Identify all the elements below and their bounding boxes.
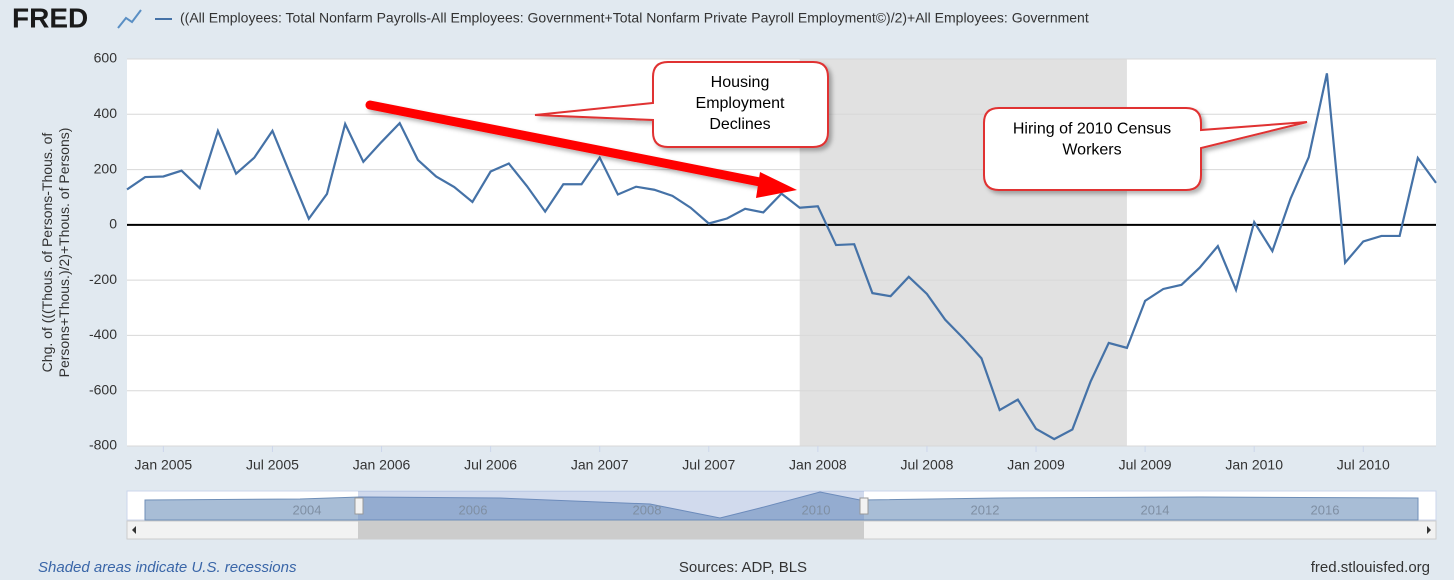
callout bbox=[534, 61, 829, 148]
x-tick-label: Jan 2006 bbox=[353, 457, 411, 473]
x-tick-label: Jul 2007 bbox=[682, 457, 735, 473]
annotation-text: Hiring of 2010 Census bbox=[1013, 121, 1171, 138]
footer-site: fred.stlouisfed.org bbox=[1311, 559, 1430, 576]
y-tick-label: -600 bbox=[89, 381, 117, 397]
callout bbox=[983, 107, 1308, 191]
navigator-label: 2006 bbox=[459, 502, 488, 517]
navigator-series bbox=[144, 491, 1419, 521]
navigator-label: 2014 bbox=[1141, 502, 1170, 517]
x-tick-label: Jul 2009 bbox=[1119, 457, 1172, 473]
x-tick-label: Jan 2010 bbox=[1225, 457, 1283, 473]
series-line bbox=[126, 73, 1437, 441]
annotation-text: Declines bbox=[709, 116, 770, 133]
annotation-text: Housing bbox=[711, 74, 770, 91]
navigator-label: 2016 bbox=[1311, 502, 1340, 517]
navigator-handle[interactable] bbox=[354, 497, 364, 515]
annotation-text: Employment bbox=[696, 95, 785, 112]
x-tick-label: Jan 2007 bbox=[571, 457, 629, 473]
logo: FRED bbox=[12, 2, 88, 33]
y-tick-label: -400 bbox=[89, 326, 117, 342]
y-tick-label: -800 bbox=[89, 437, 117, 453]
logo-icon bbox=[117, 9, 142, 29]
x-tick-label: Jan 2005 bbox=[135, 457, 193, 473]
y-axis-label-line: Persons+Thous.)/2)+Thous. of Persons) bbox=[56, 128, 72, 378]
x-tick-label: Jul 2008 bbox=[900, 457, 953, 473]
y-axis-label-line: Chg. of (((Thous. of Persons-Thous. of bbox=[39, 133, 55, 373]
navigator-label: 2012 bbox=[971, 502, 1000, 517]
navigator-handle[interactable] bbox=[859, 497, 869, 515]
footer-sources: Sources: ADP, BLS bbox=[679, 559, 807, 576]
x-tick-label: Jul 2010 bbox=[1337, 457, 1390, 473]
footer-note: Shaded areas indicate U.S. recessions bbox=[38, 559, 297, 576]
annotations: Housing Employment Declines Hiring of 2010 … bbox=[696, 74, 1172, 159]
y-tick-label: -200 bbox=[89, 271, 117, 287]
navigator-label: 2010 bbox=[802, 502, 831, 517]
x-tick-label: Jan 2009 bbox=[1007, 457, 1065, 473]
arrow-head bbox=[756, 172, 797, 198]
navigator-label: 2004 bbox=[293, 502, 322, 517]
scrollbar-thumb[interactable] bbox=[358, 521, 864, 539]
x-tick-label: Jul 2006 bbox=[464, 457, 517, 473]
y-tick-label: 0 bbox=[109, 216, 117, 232]
arrow bbox=[365, 100, 775, 189]
y-tick-label: 400 bbox=[94, 105, 118, 121]
x-tick-label: Jan 2008 bbox=[789, 457, 847, 473]
navigator-label: 2008 bbox=[633, 502, 662, 517]
legend-label: ((All Employees: Total Nonfarm Payrolls-… bbox=[180, 10, 1089, 26]
y-axis-label: Chg. of (((Thous. of Persons-Thous. ofPe… bbox=[39, 128, 72, 378]
x-tick-label: Jul 2005 bbox=[246, 457, 299, 473]
navigator-selection bbox=[358, 491, 864, 520]
annotation-text: Workers bbox=[1062, 142, 1121, 159]
y-tick-label: 600 bbox=[94, 50, 118, 66]
navigator-labels: 2004 2006 2008 2010 2012 2014 2016 bbox=[293, 502, 1340, 517]
y-tick-label: 200 bbox=[94, 160, 118, 176]
